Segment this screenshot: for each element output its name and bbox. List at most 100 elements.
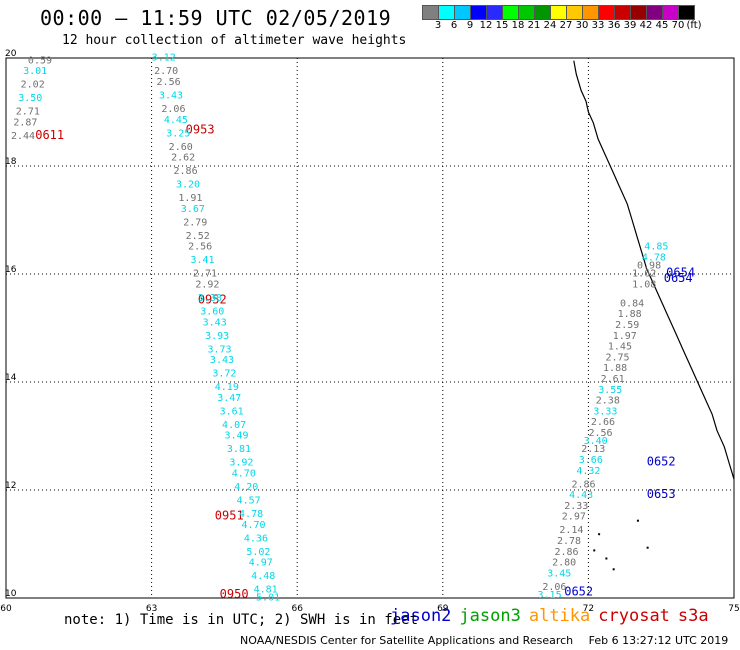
swh-value-label: 3.49 (224, 431, 248, 442)
swh-value-label: 3.01 (23, 66, 47, 77)
swh-value-label: 4.78 (642, 253, 666, 264)
x-tick-label: 69 (437, 604, 449, 614)
color-scale-label: 42 (639, 20, 653, 31)
swh-value-label: 4.70 (232, 469, 256, 480)
swh-value-label: 3.38 (198, 293, 222, 304)
pass-time-label: 0654 (666, 266, 695, 280)
color-scale-label: 70 (671, 20, 685, 31)
color-scale-label: 3 (434, 20, 442, 31)
pass-time-label: 0951 (215, 509, 244, 523)
swh-value-label: 3.73 (207, 344, 231, 355)
swh-value-label: 4.78 (239, 509, 263, 520)
island-dot (636, 519, 639, 522)
swh-value-label: 2.52 (186, 231, 210, 242)
swh-value-label: 2.66 (591, 417, 615, 428)
swh-value-label: 2.75 (605, 352, 629, 363)
swh-value-label: 2.97 (562, 512, 586, 523)
swh-value-label: 1.88 (603, 363, 627, 374)
y-tick-label: 14 (5, 373, 17, 383)
swh-value-label: 2.86 (555, 547, 579, 558)
swh-value-label: 4.97 (249, 558, 273, 569)
legend-item-s3a: s3a (677, 606, 709, 626)
swh-value-label: 2.06 (161, 104, 185, 115)
swh-value-label: 2.87 (13, 118, 37, 129)
swh-value-label: 4.20 (234, 482, 258, 493)
color-scale-bar (422, 5, 695, 20)
swh-value-label: 0.59 (28, 55, 52, 66)
y-tick-label: 10 (5, 589, 17, 599)
swh-value-label: 2.06 (542, 582, 566, 593)
swh-value-label: 4.45 (164, 115, 188, 126)
pass-time-label: 0953 (186, 123, 215, 137)
island-dot (605, 557, 608, 560)
swh-value-label: 2.71 (193, 269, 217, 280)
color-scale-label: 18 (511, 20, 525, 31)
island-dot (612, 568, 615, 571)
color-scale-labels: 3 6 9 12 15 18 21 24 27 30 33 36 39 42 45 70 (ft) (422, 20, 722, 34)
swh-value-label: 3.61 (220, 406, 244, 417)
x-tick-label: 63 (146, 604, 157, 614)
legend-item-jason2: jason2 (390, 606, 452, 626)
swh-value-label: 0.84 (620, 298, 644, 309)
footer-timestamp: Feb 6 13:27:12 UTC 2019 (588, 634, 729, 647)
swh-value-label: 3.43 (210, 355, 234, 366)
swh-value-label: 2.56 (157, 77, 181, 88)
color-scale-label: 24 (543, 20, 557, 31)
swh-value-label: 2.78 (557, 536, 581, 547)
x-tick-label: 72 (583, 604, 594, 614)
footer-credit: NOAA/NESDIS Center for Satellite Applica… (240, 634, 574, 647)
color-scale-label: 45 (655, 20, 669, 31)
swh-value-label: 2.56 (588, 428, 612, 439)
chart-subtitle: 12 hour collection of altimeter wave hei… (62, 33, 407, 48)
x-tick-label: 75 (728, 604, 739, 614)
swh-value-label: 2.44 (11, 131, 35, 142)
swh-value-label: 3.41 (191, 255, 215, 266)
plot-frame (5, 57, 735, 599)
swh-value-label: 1.08 (632, 280, 656, 291)
swh-value-label: 3.15 (538, 590, 562, 601)
swh-value-label: 2.61 (601, 374, 625, 385)
swh-value-label: 3.12 (152, 53, 176, 64)
swh-value-label: 1.91 (178, 193, 202, 204)
swh-value-label: 2.86 (571, 479, 595, 490)
swh-value-label: 4.70 (241, 520, 265, 531)
color-scale-label: 9 (466, 20, 474, 31)
swh-value-label: 2.14 (559, 525, 583, 536)
swh-value-label: 4.81 (254, 585, 278, 596)
swh-value-label: 2.79 (183, 217, 207, 228)
pass-time-label: 0652 (647, 455, 676, 469)
swh-value-label: 2.60 (169, 142, 193, 153)
swh-value-label: 1.97 (613, 331, 637, 342)
color-scale-label: 27 (559, 20, 573, 31)
swh-value-label: 3.40 (584, 436, 608, 447)
pass-time-label: 0611 (35, 128, 64, 142)
swh-value-label: 2.86 (174, 166, 198, 177)
swh-value-label: 3.45 (547, 568, 571, 579)
swh-value-label: 1.62 (632, 269, 656, 280)
swh-value-label: 5.01 (256, 593, 280, 604)
legend-item-cryosat: cryosat (598, 606, 670, 626)
swh-value-label: 3.93 (205, 331, 229, 342)
swh-value-label: 3.43 (159, 91, 183, 102)
color-swatch (678, 5, 695, 20)
swh-value-label: 4.19 (215, 382, 239, 393)
swh-value-label: 2.71 (16, 107, 40, 118)
color-scale-label: 30 (575, 20, 589, 31)
swh-value-label: 3.43 (203, 317, 227, 328)
swh-value-label: 2.13 (581, 444, 605, 455)
swh-value-label: 3.72 (212, 369, 236, 380)
y-tick-label: 18 (5, 157, 17, 167)
color-scale-label: 33 (591, 20, 605, 31)
color-scale-label: (ft) (686, 20, 702, 31)
swh-value-label: 1.88 (618, 309, 642, 320)
pass-time-label: 0654 (664, 271, 693, 285)
footer: NOAA/NESDIS Center for Satellite Applica… (240, 634, 728, 647)
swh-value-label: 3.66 (579, 455, 603, 466)
units-note: note: 1) Time is in UTC; 2) SWH is in fe… (64, 612, 419, 628)
color-scale-label: 12 (479, 20, 493, 31)
satellite-legend: jason2 jason3 altika cryosat s3a (390, 606, 717, 626)
island-dot (593, 549, 596, 552)
color-scale-label: 6 (450, 20, 458, 31)
legend-item-jason3: jason3 (459, 606, 521, 626)
y-tick-label: 20 (5, 49, 17, 59)
